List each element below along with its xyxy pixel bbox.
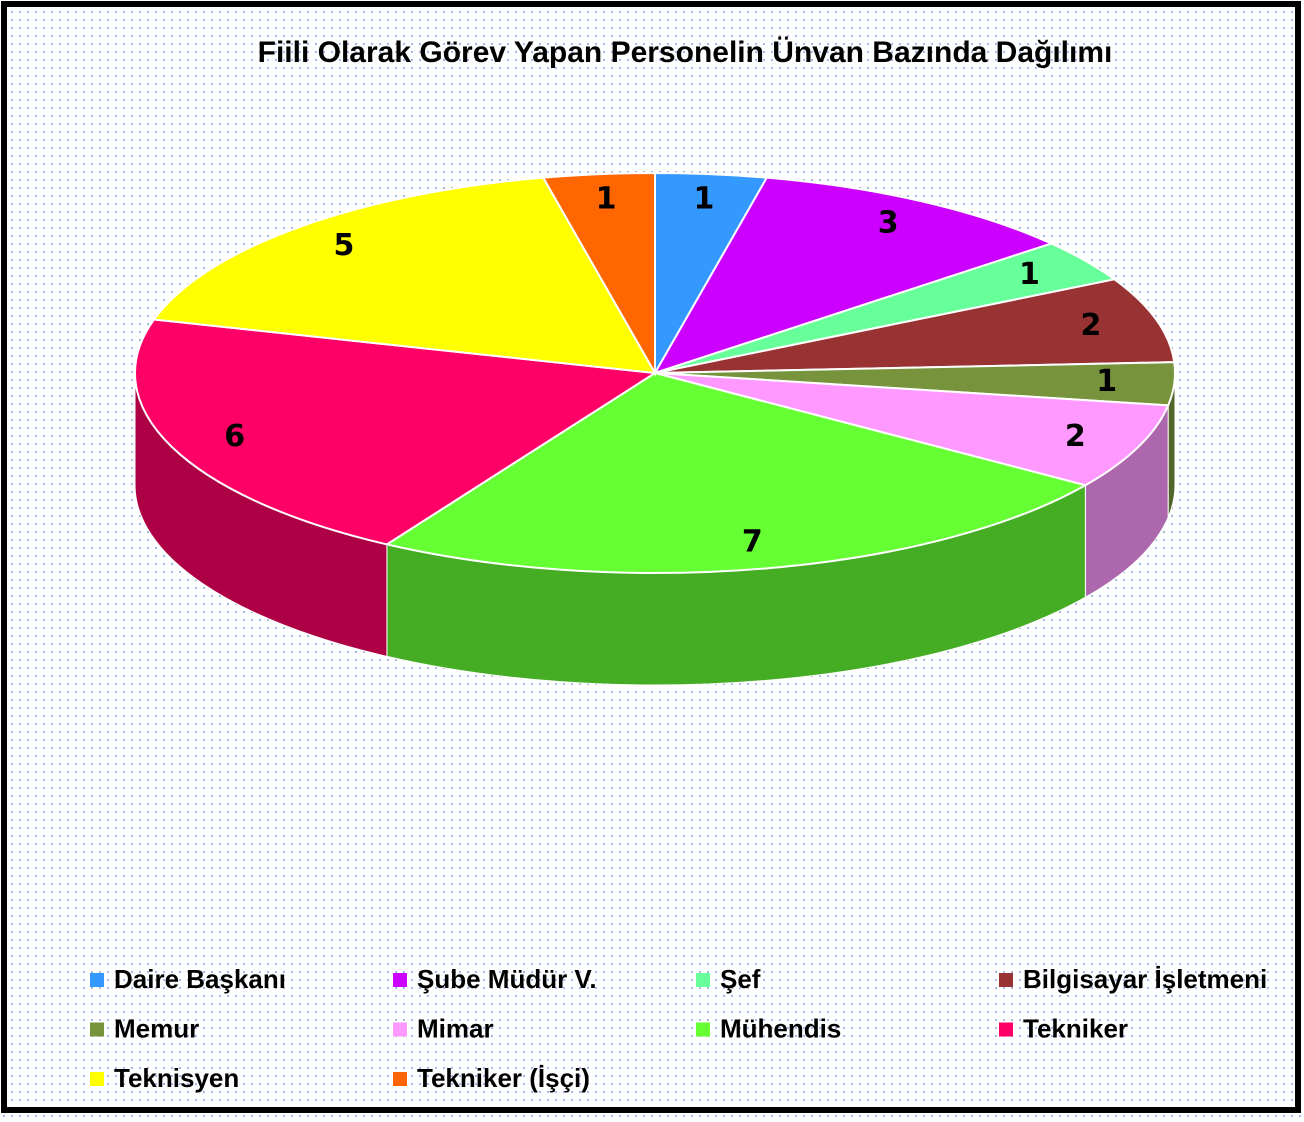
data-label: 5: [333, 228, 354, 263]
legend-label: Bilgisayar İşletmeni: [1023, 964, 1267, 994]
data-label: 2: [1065, 419, 1086, 454]
legend-label: Memur: [114, 1013, 199, 1043]
data-label: 1: [596, 182, 617, 217]
slice: [654, 372, 1170, 487]
legend-swatch: [999, 1022, 1013, 1037]
slice: [134, 318, 658, 546]
legend-label: Şef: [720, 964, 761, 994]
data-label: 1: [1019, 257, 1040, 292]
legend-label: Daire Başkanı: [114, 964, 286, 994]
data-label: 3: [878, 205, 899, 240]
legend-swatch: [999, 973, 1013, 987]
slice: [654, 278, 1176, 374]
legend-swatch: [696, 973, 710, 987]
data-label: 1: [1096, 364, 1117, 399]
legend-label: Tekniker: [1023, 1013, 1128, 1043]
data-label: 1: [693, 182, 714, 217]
legend-swatch: [393, 973, 407, 987]
legend-swatch: [696, 1022, 710, 1037]
legend-label: Tekniker (İşçi): [417, 1063, 590, 1093]
legend-label: Şube Müdür V.: [417, 964, 597, 994]
data-label: 2: [1080, 308, 1101, 343]
slice: [541, 171, 656, 377]
slice: [652, 176, 1055, 375]
legend-swatch: [90, 1022, 104, 1037]
slice: [384, 371, 1089, 574]
legend-swatch: [90, 1072, 104, 1086]
legend-swatch: [393, 1072, 407, 1086]
legend-swatch: [393, 1022, 407, 1037]
legend-swatch: [90, 973, 104, 987]
slice: [152, 176, 657, 375]
data-label: 7: [742, 524, 763, 559]
chart-title: Fiili Olarak Görev Yapan Personelin Ünva…: [258, 36, 1113, 69]
legend-label: Mimar: [417, 1013, 494, 1043]
data-label: 6: [224, 419, 245, 454]
legend-label: Mühendis: [720, 1013, 841, 1043]
legend-label: Teknisyen: [114, 1063, 239, 1093]
